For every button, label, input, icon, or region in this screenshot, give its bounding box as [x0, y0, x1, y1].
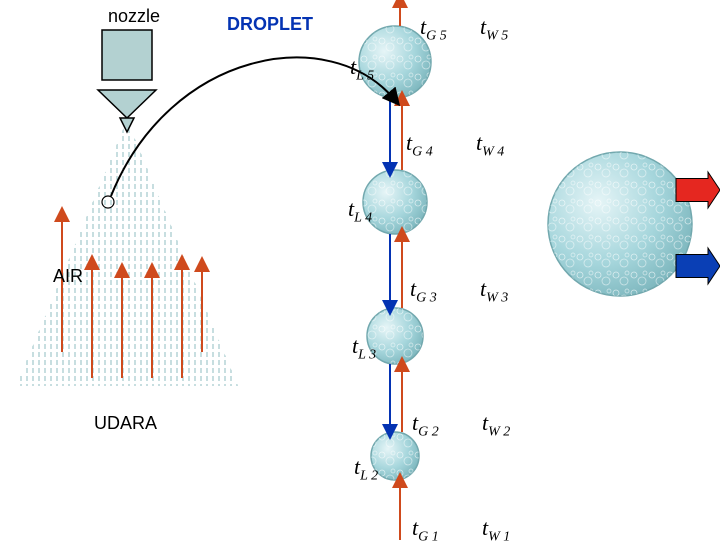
math-tL2: tL 2 [354, 454, 378, 484]
nozzle-funnel [98, 90, 156, 118]
spray-cone [16, 120, 238, 386]
math-tG5: tG 5 [420, 14, 447, 44]
math-tW2: tW 2 [482, 410, 510, 440]
label-udara: UDARA [94, 413, 157, 434]
label-air: AIR [53, 266, 83, 287]
math-tW1: tW 1 [482, 515, 510, 545]
math-tW5: tW 5 [480, 14, 508, 44]
math-tG4: tG 4 [406, 130, 433, 160]
nozzle-body [102, 30, 152, 80]
nozzle-tip [120, 118, 134, 132]
math-tW3: tW 3 [480, 276, 508, 306]
diagram-stage: nozzle DROPLET AIR UDARA tG 5 tW 5 tL 5 tG 4 tW … [0, 0, 720, 540]
label-nozzle: nozzle [108, 6, 160, 27]
math-tL4: tL 4 [348, 196, 372, 226]
math-tW4: tW 4 [476, 130, 504, 160]
math-tG1: tG 1 [412, 515, 439, 545]
math-tL3: tL 3 [352, 333, 376, 363]
math-tG3: tG 3 [410, 276, 437, 306]
math-tL5: tL 5 [350, 54, 374, 84]
big-droplet [548, 152, 692, 296]
droplet-4 [363, 170, 427, 234]
math-tG2: tG 2 [412, 410, 439, 440]
label-droplet: DROPLET [227, 14, 313, 35]
